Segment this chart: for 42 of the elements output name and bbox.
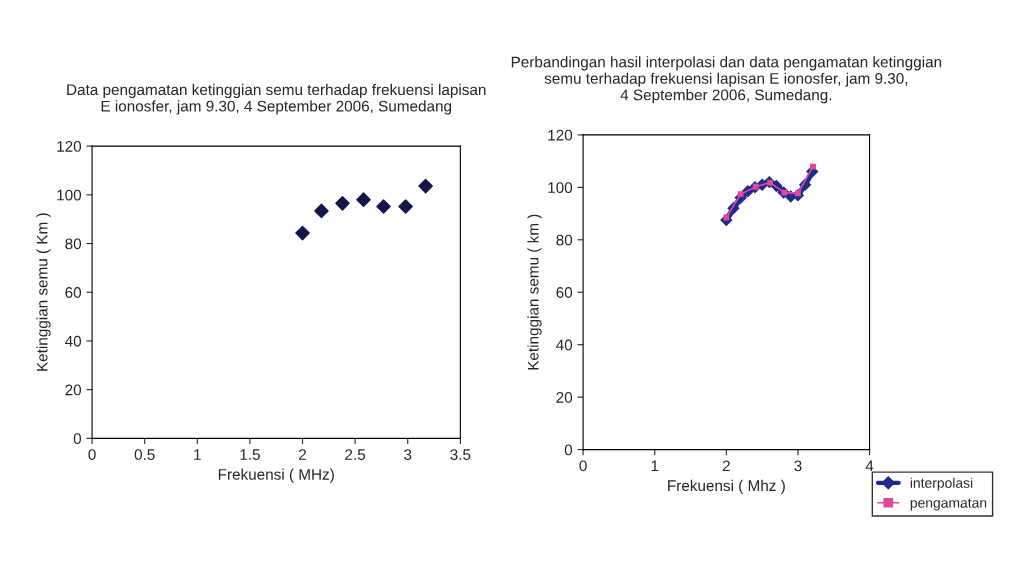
point — [418, 178, 433, 194]
x-tick-label: 0 — [88, 449, 96, 460]
x-tick-label: 2 — [722, 460, 730, 472]
point — [376, 199, 391, 214]
y-tick-label: 120 — [57, 140, 82, 152]
x-tick-label: 2 — [299, 449, 306, 460]
y-tick-label: 60 — [556, 287, 573, 298]
y-tick-label: 100 — [548, 182, 573, 194]
y-tick-label: 40 — [65, 335, 82, 347]
x-axis-title: Frekuensi ( Mhz ) — [668, 479, 785, 495]
x-tick-label: 3.5 — [450, 449, 471, 460]
y-tick-label: 120 — [548, 129, 573, 141]
y-tick-label: 20 — [65, 384, 82, 396]
x-tick-label: 2.5 — [345, 449, 366, 460]
y-tick-label: 60 — [65, 287, 82, 298]
x-tick-label: 4 — [865, 460, 874, 472]
x-tick-label: 3 — [794, 460, 802, 472]
y-tick-label: 0 — [73, 433, 82, 445]
x-tick-label: 1 — [194, 449, 201, 460]
x-tick-label: 0.5 — [134, 449, 155, 460]
point — [398, 199, 413, 214]
point — [356, 192, 371, 207]
y-tick-label: 80 — [556, 234, 573, 246]
chart-title: Data pengamatan ketinggian semu terhadap frekuensi lapisan E ionosfer, jam 9.30, 4 September 2006, Sumedang — [67, 83, 486, 115]
chart-title: Perbandingan hasil interpolasi dan data pengamatan ketinggian semu terhadap frekuensi lapisan E ionosfer, jam 9.30, 4 September 2006, Sumedang. — [511, 56, 942, 104]
y-tick-label: 80 — [65, 238, 82, 250]
x-tick-label: 0 — [579, 460, 587, 472]
x-tick-label: 1.5 — [240, 449, 260, 460]
y-tick-label: 100 — [57, 189, 82, 201]
legend-label: pengamatan — [910, 498, 987, 511]
point — [295, 225, 310, 241]
x-tick-label: 1 — [651, 460, 659, 472]
legend-label: interpolasi — [910, 477, 973, 491]
point — [335, 196, 350, 211]
y-tick-label: 40 — [556, 339, 573, 351]
point — [810, 163, 816, 170]
y-axis-title: Ketinggian semu ( km ) — [527, 214, 542, 370]
y-tick-label: 20 — [556, 392, 573, 403]
x-tick-label: 3 — [404, 449, 412, 460]
y-axis-title: Ketinggian semu ( Km ) — [36, 213, 51, 371]
x-axis-title: Frekuensi ( MHz) — [218, 468, 334, 483]
point — [314, 203, 329, 219]
